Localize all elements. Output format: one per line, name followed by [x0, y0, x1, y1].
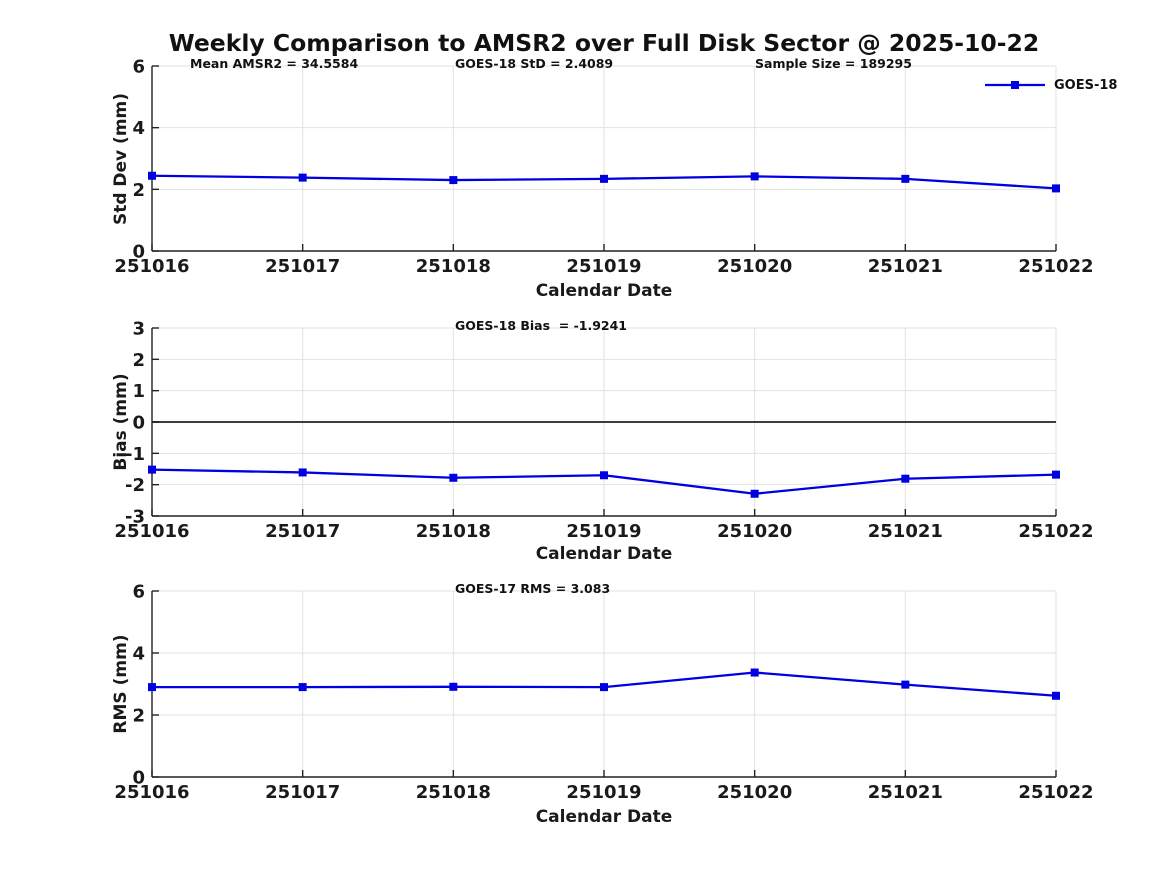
subplot-2: -3 -2 -1 0 1 2 3 251016 251017 251018 251019 251020… [114, 319, 1093, 543]
y-tick-label: 2 [132, 706, 145, 727]
y-axis-title-stddev: Std Dev (mm) [111, 92, 131, 226]
x-tick-label: 251016 [114, 521, 189, 542]
data-point-marker [1052, 470, 1060, 479]
x-axis-title-3: Calendar Date [535, 807, 673, 827]
y-tick-label: 0 [132, 413, 145, 434]
x-tick-label: 251017 [265, 521, 340, 542]
data-point-marker [1052, 184, 1060, 193]
data-point-marker [750, 668, 759, 677]
x-tick-label: 251016 [114, 782, 189, 803]
data-point-marker [449, 682, 458, 691]
annotation-goes17-rms: GOES-17 RMS = 3.083 [455, 581, 611, 596]
data-point-marker [148, 171, 156, 180]
x-tick-label: 251019 [566, 521, 641, 542]
y-tick-label: 6 [132, 57, 145, 78]
data-point-marker [298, 173, 307, 182]
x-tick-label: 251021 [868, 521, 943, 542]
data-point-marker [449, 473, 458, 482]
y-tick-label: 6 [132, 582, 145, 603]
data-point-marker [600, 683, 608, 692]
y-tick-label: -1 [125, 444, 145, 465]
data-point-marker [148, 683, 156, 692]
subplot-1: 0 2 4 6 251016 251017 251018 251019 251020 251021… [114, 57, 1093, 278]
x-tick-label: 251022 [1018, 521, 1093, 542]
data-point-marker [148, 465, 156, 474]
x-tick-label: 251017 [265, 256, 340, 277]
annotation-sample-size: Sample Size = 189295 [755, 56, 912, 71]
x-tick-label: 251020 [717, 782, 792, 803]
data-point-marker [750, 489, 759, 498]
x-tick-label: 251019 [566, 782, 641, 803]
y-tick-label: 3 [132, 319, 145, 340]
annotation-goes18-bias: GOES-18 Bias = -1.9241 [455, 318, 628, 333]
y-tick-label: 0 [132, 768, 145, 789]
legend-label: GOES-18 [1054, 77, 1118, 93]
data-point-marker [298, 468, 307, 477]
x-tick-label: 251022 [1018, 256, 1093, 277]
y-axis-title-rms: RMS (mm) [111, 634, 131, 734]
legend-square-marker-icon [1011, 81, 1019, 89]
annotation-goes18-std: GOES-18 StD = 2.4089 [455, 56, 614, 71]
x-tick-label: 251019 [566, 256, 641, 277]
x-tick-label: 251018 [416, 256, 491, 277]
data-point-marker [901, 680, 910, 689]
legend-line-sample [985, 81, 1045, 89]
x-tick-label: 251018 [416, 782, 491, 803]
x-tick-label: 251021 [868, 256, 943, 277]
data-point-marker [600, 174, 608, 183]
data-point-marker [449, 176, 458, 185]
data-point-marker [901, 474, 910, 483]
y-tick-label: 2 [132, 180, 145, 201]
data-point-marker [298, 683, 307, 692]
x-tick-label: 251022 [1018, 782, 1093, 803]
y-tick-label: 2 [132, 350, 145, 371]
x-axis-title-1: Calendar Date [535, 281, 673, 301]
y-tick-label: 4 [132, 644, 145, 665]
y-tick-label: 4 [132, 118, 145, 139]
y-tick-label: -3 [125, 507, 145, 528]
data-point-marker [901, 174, 910, 183]
chart-title: Weekly Comparison to AMSR2 over Full Dis… [168, 29, 1040, 57]
data-point-marker [600, 471, 608, 480]
x-tick-label: 251020 [717, 521, 792, 542]
y-tick-label: -2 [125, 475, 145, 496]
x-tick-label: 251021 [868, 782, 943, 803]
legend: GOES-18 [984, 77, 1117, 93]
y-tick-label: 1 [132, 381, 145, 402]
x-axis-title-2: Calendar Date [535, 544, 673, 564]
data-point-marker [1052, 691, 1060, 700]
annotation-mean-amsr2: Mean AMSR2 = 34.5584 [190, 56, 359, 71]
x-tick-label: 251018 [416, 521, 491, 542]
data-point-marker [750, 172, 759, 181]
subplot-3: 0 2 4 6 251016 251017 251018 251019 251020 251021… [114, 582, 1093, 804]
x-tick-label: 251020 [717, 256, 792, 277]
x-tick-label: 251017 [265, 782, 340, 803]
y-axis-title-bias: Bias (mm) [111, 373, 131, 471]
x-tick-label: 251016 [114, 256, 189, 277]
y-tick-label: 0 [132, 242, 145, 263]
